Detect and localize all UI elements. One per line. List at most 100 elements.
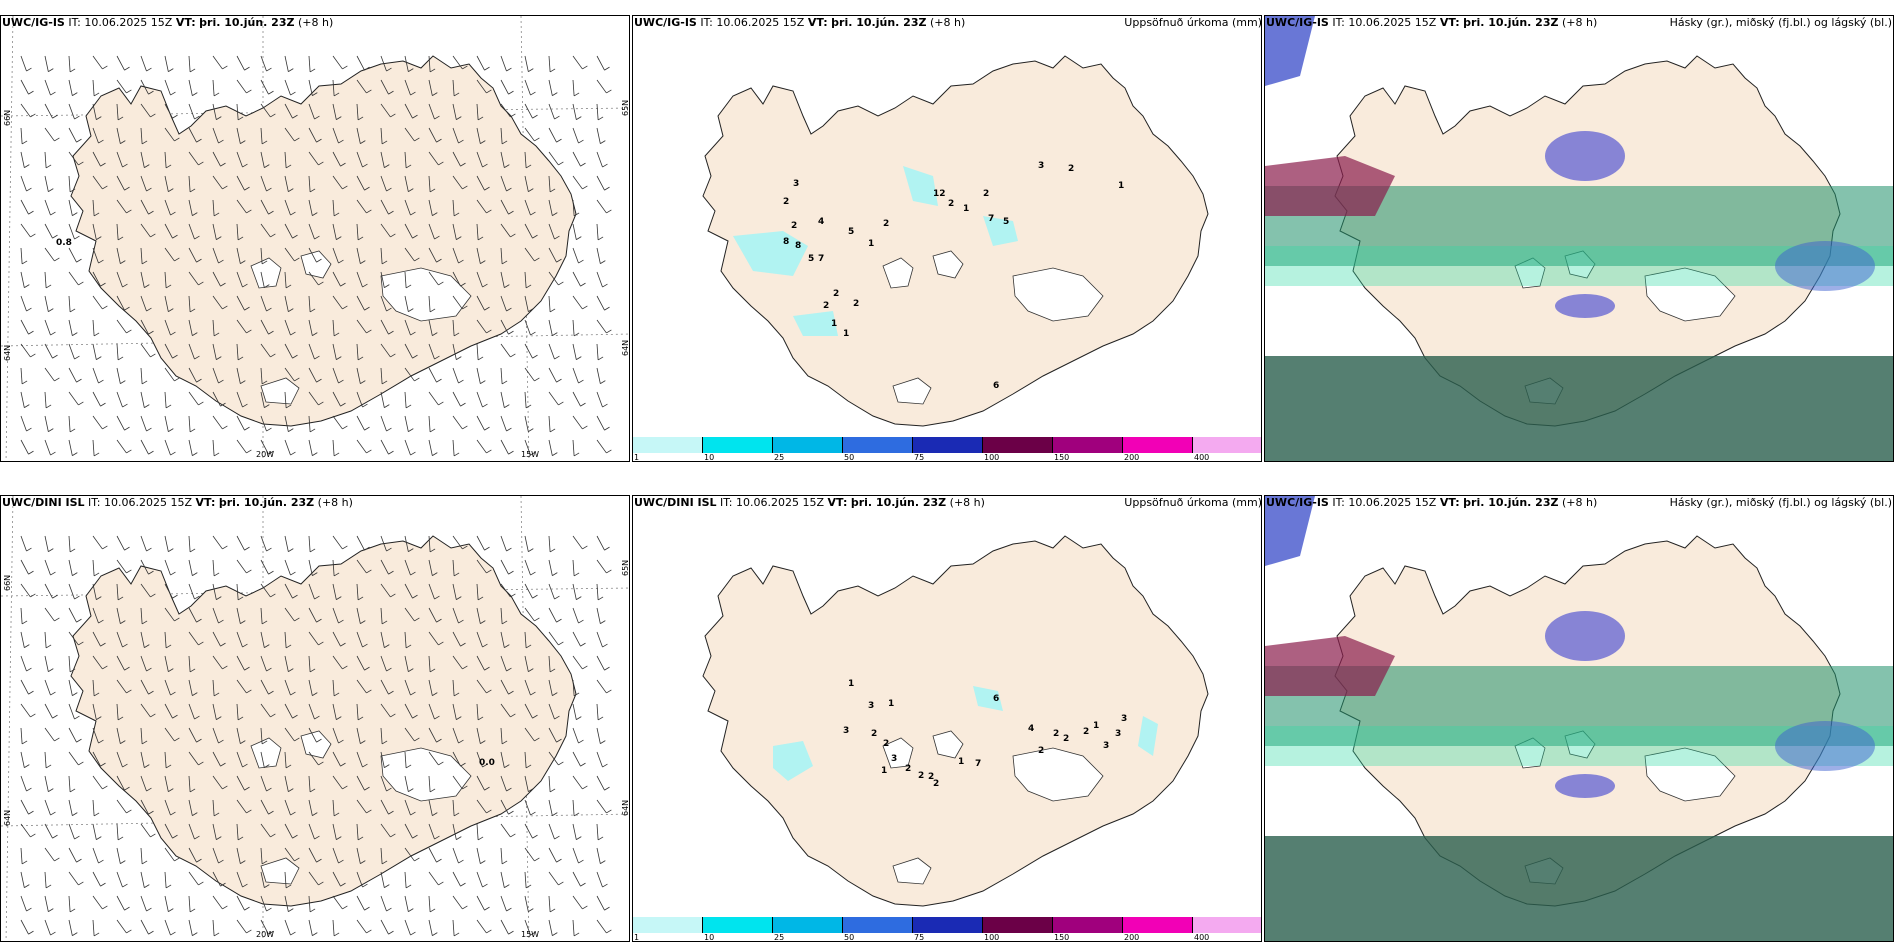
wind-barb: [260, 655, 267, 672]
wind-barb-flag: [198, 761, 204, 766]
wind-barb: [236, 655, 245, 671]
precip-value: 8: [783, 237, 789, 247]
wind-barb: [476, 79, 487, 94]
wind-barb-flag: [196, 258, 202, 263]
precip-area: [903, 166, 938, 206]
wind-barb: [572, 199, 575, 216]
colorbar-swatch: [843, 917, 913, 933]
glacier: [932, 730, 964, 759]
wind-barb: [404, 271, 407, 288]
wind-barb: [524, 535, 529, 552]
wind-barb-flag: [266, 667, 272, 672]
wind-barb: [284, 631, 287, 648]
wind-barb: [188, 895, 191, 912]
wind-barb: [92, 223, 97, 240]
wind-barb-flag: [486, 449, 492, 454]
wind-barb: [356, 919, 367, 934]
wind-barb-flag: [165, 884, 172, 889]
wind-barb: [116, 919, 127, 934]
glacier: [932, 250, 964, 279]
wind-barb: [212, 919, 215, 936]
wind-barb: [140, 583, 151, 598]
wind-barb-flag: [477, 596, 484, 601]
colorbar-tick: 50: [844, 453, 855, 462]
wind-barb-flag: [477, 236, 484, 241]
wind-barb-flag: [48, 788, 54, 792]
wind-barb: [356, 367, 361, 384]
wind-barb: [428, 391, 439, 406]
wind-barb: [380, 559, 389, 575]
wind-barb: [380, 535, 387, 552]
wind-barb-flag: [484, 426, 490, 431]
wind-barb: [332, 703, 337, 720]
wind-barb: [44, 679, 51, 696]
wind-barb-flag: [602, 763, 608, 768]
wind-barb: [236, 199, 247, 214]
wind-barb-flag: [28, 690, 34, 695]
wind-barb-flag: [48, 428, 54, 432]
wind-barb: [92, 391, 101, 407]
wind-barb: [332, 103, 337, 120]
wind-barb-flag: [270, 113, 276, 118]
wind-barb-flag: [597, 716, 604, 721]
wind-barb-flag: [148, 810, 154, 815]
wind-barb: [572, 535, 583, 550]
wind-barb-flag: [246, 209, 252, 214]
wind-barb: [500, 271, 505, 288]
wind-barb: [20, 799, 29, 815]
wind-barb: [332, 751, 341, 767]
wind-barb: [332, 919, 335, 936]
wind-barb-flag: [72, 812, 78, 816]
wind-barb: [380, 79, 389, 95]
wind-barb: [212, 295, 223, 310]
wind-barb-flag: [530, 91, 536, 96]
wind-barb-flag: [314, 355, 320, 360]
wind-barb: [20, 583, 31, 598]
wind-barb: [140, 151, 145, 168]
wind-barb-flag: [484, 666, 490, 671]
wind-barb-flag: [266, 67, 272, 72]
wind-barb: [596, 55, 605, 71]
wind-barb-flag: [486, 89, 492, 94]
wind-barb: [404, 103, 413, 119]
wind-barb: [404, 127, 415, 142]
wind-barb-flag: [168, 908, 174, 912]
wind-barb: [308, 199, 313, 216]
wind-barb-flag: [194, 835, 200, 840]
wind-barb-flag: [100, 402, 106, 407]
wind-barb-flag: [528, 308, 534, 312]
precip-value: 3: [1121, 714, 1127, 724]
wind-barb-flag: [388, 810, 394, 815]
wind-barb-flag: [460, 762, 466, 767]
lat-label-65-right: 65N: [621, 99, 630, 116]
wind-barb-flag: [312, 92, 318, 96]
wind-barb: [116, 847, 121, 864]
wind-barb: [524, 79, 531, 96]
cloud-panel-1: [1264, 15, 1894, 462]
wind-barb-flag: [100, 282, 106, 287]
wind-barb-flag: [246, 809, 252, 814]
wind-barb-flag: [192, 212, 198, 216]
wind-barb: [356, 247, 361, 264]
wind-barb: [188, 55, 191, 72]
wind-barb: [380, 607, 383, 624]
wind-barb: [308, 415, 311, 432]
model-name: UWC/IG-IS: [634, 16, 697, 29]
wind-barb: [116, 151, 123, 168]
wind-barb: [452, 583, 457, 600]
wind-barb: [380, 391, 385, 408]
wind-barb-flag: [528, 68, 534, 72]
wind-barb: [188, 103, 195, 120]
wind-barb-flag: [292, 594, 298, 599]
wind-barb-flag: [414, 257, 420, 262]
wind-barb: [68, 295, 71, 312]
wind-barb: [212, 127, 219, 144]
wind-barb-flag: [244, 66, 250, 71]
wind-barb-flag: [74, 835, 80, 840]
wind-barb-flag: [604, 546, 610, 551]
wind-barb: [404, 151, 407, 168]
wind-barb-flag: [528, 188, 534, 192]
wind-barb-flag: [552, 92, 558, 96]
wind-barb-flag: [477, 716, 484, 721]
wind-barb-flag: [288, 548, 294, 552]
